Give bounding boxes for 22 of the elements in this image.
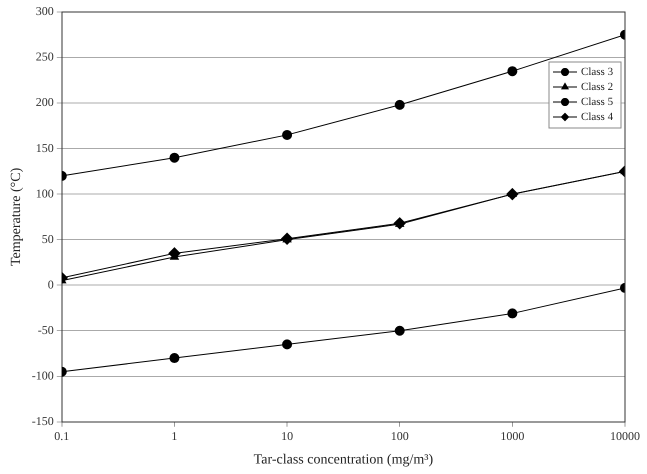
x-tick-label: 0.1 <box>54 429 70 444</box>
y-axis-title: Temperature (°C) <box>9 167 24 266</box>
y-tick-label: 100 <box>36 186 54 200</box>
y-tick-label: 200 <box>36 95 54 110</box>
y-tick-label: -50 <box>38 322 54 337</box>
y-tick-label: 50 <box>42 232 54 246</box>
y-tick-label: -150 <box>32 414 54 428</box>
x-axis-title: Tar-class concentration (mg/m³) <box>254 452 434 468</box>
x-tick-label: 10000 <box>610 429 640 444</box>
x-tick-label: 100 <box>390 429 409 444</box>
y-tick-label: 300 <box>36 4 54 18</box>
y-tick-label: -100 <box>32 368 54 382</box>
x-tick-label: 10 <box>281 429 294 444</box>
legend-label: Class 2 <box>581 80 614 93</box>
x-tick-label: 1000 <box>500 429 524 444</box>
y-tick-label: 250 <box>36 50 54 64</box>
y-tick-label: 0 <box>48 277 54 292</box>
legend-label: Class 5 <box>581 96 614 108</box>
legend-label: Class 3 <box>581 66 614 78</box>
y-tick-label: 150 <box>36 140 54 155</box>
legend-label: Class 4 <box>581 110 614 123</box>
x-tick-label: 1 <box>171 429 178 444</box>
